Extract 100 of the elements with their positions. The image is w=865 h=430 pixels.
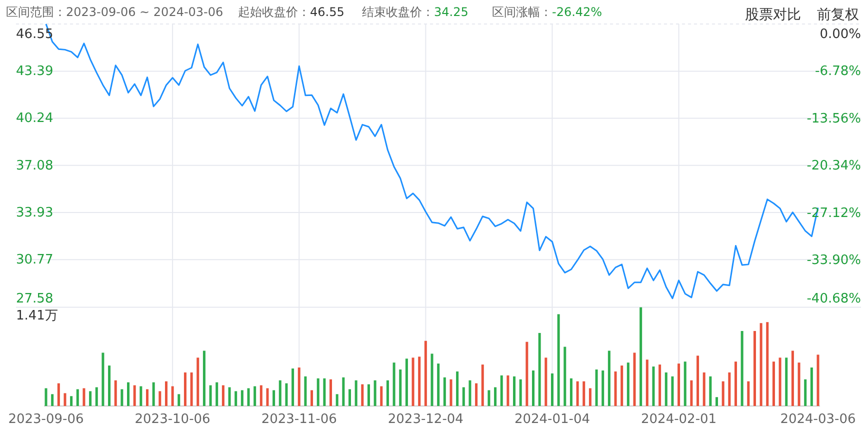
bar bbox=[481, 364, 484, 406]
bar bbox=[671, 376, 674, 406]
bar bbox=[810, 368, 813, 406]
bar bbox=[443, 377, 446, 406]
text: 起始收盘价：46.55 bbox=[238, 5, 344, 19]
bar bbox=[336, 394, 338, 406]
x-tick-label: 2023-09-06 bbox=[8, 412, 84, 427]
bar bbox=[702, 372, 706, 406]
text: 股票对比 bbox=[745, 7, 801, 23]
bar bbox=[367, 384, 370, 406]
bar bbox=[576, 381, 579, 406]
bar bbox=[557, 314, 560, 406]
bar bbox=[146, 389, 148, 406]
bar bbox=[450, 379, 452, 406]
bar bbox=[791, 350, 794, 406]
bar bbox=[664, 372, 668, 406]
bar bbox=[405, 358, 408, 406]
text: 结束收盘价：34.25 bbox=[362, 5, 468, 19]
bar bbox=[202, 350, 206, 406]
bar bbox=[108, 366, 111, 406]
bar bbox=[690, 380, 693, 406]
bar bbox=[102, 352, 104, 406]
bar bbox=[684, 362, 686, 406]
bar bbox=[804, 379, 807, 406]
bar bbox=[722, 381, 724, 406]
bar bbox=[342, 377, 345, 406]
bar bbox=[386, 380, 389, 406]
bar bbox=[310, 390, 314, 406]
bar bbox=[348, 389, 351, 406]
y-tick-label: 43.39 bbox=[16, 64, 54, 80]
bar bbox=[728, 372, 731, 406]
bar bbox=[608, 350, 610, 406]
bar bbox=[678, 364, 680, 406]
bar bbox=[798, 362, 800, 406]
bar bbox=[526, 342, 528, 406]
bar bbox=[178, 394, 180, 406]
bar bbox=[709, 376, 712, 406]
bar bbox=[51, 394, 54, 406]
bar bbox=[228, 387, 231, 406]
bar bbox=[602, 370, 604, 406]
bar bbox=[380, 386, 383, 406]
x-tick-label: 2024-01-04 bbox=[514, 412, 590, 427]
bar bbox=[272, 390, 276, 406]
bar bbox=[70, 396, 73, 406]
bar bbox=[747, 381, 750, 406]
bar bbox=[475, 383, 478, 406]
bar bbox=[734, 362, 737, 406]
y2-tick-label: -13.56% bbox=[806, 111, 861, 126]
y2-tick-label: -20.34% bbox=[806, 158, 861, 174]
bar bbox=[292, 368, 294, 406]
bar bbox=[316, 378, 320, 406]
bar bbox=[95, 387, 98, 406]
bar bbox=[254, 386, 256, 406]
bar bbox=[646, 360, 648, 406]
bar bbox=[64, 393, 66, 406]
bar bbox=[588, 388, 592, 406]
bar bbox=[550, 373, 554, 406]
bar bbox=[234, 391, 238, 406]
x-tick-label: 2023-11-06 bbox=[261, 412, 337, 427]
y2-tick-label: -33.90% bbox=[806, 253, 861, 268]
bar bbox=[171, 386, 174, 406]
bar bbox=[740, 330, 744, 406]
x-tick-label: 2023-12-04 bbox=[388, 412, 464, 427]
y-tick-label: 27.58 bbox=[16, 291, 54, 306]
bar bbox=[361, 384, 364, 406]
bar bbox=[658, 364, 662, 406]
bar bbox=[133, 385, 136, 406]
bar bbox=[456, 371, 459, 406]
bar bbox=[392, 362, 396, 406]
bar bbox=[240, 390, 244, 406]
bar bbox=[399, 369, 402, 406]
bar bbox=[190, 372, 193, 406]
bar bbox=[354, 380, 358, 406]
bar bbox=[412, 358, 414, 406]
y2-tick-label: 0.00% bbox=[820, 27, 861, 42]
bar bbox=[304, 376, 307, 406]
bar bbox=[494, 387, 497, 406]
bar bbox=[778, 358, 782, 406]
bar bbox=[760, 323, 762, 406]
bar bbox=[184, 372, 186, 406]
bar bbox=[785, 358, 788, 406]
bar bbox=[620, 366, 624, 406]
bar bbox=[222, 385, 224, 406]
bar bbox=[196, 358, 200, 406]
bar bbox=[424, 340, 427, 406]
x-tick-label: 2024-03-06 bbox=[780, 412, 856, 427]
y-tick-label: 40.24 bbox=[16, 111, 54, 126]
bar bbox=[640, 307, 642, 406]
bar bbox=[506, 375, 510, 406]
bar bbox=[44, 388, 48, 406]
bar bbox=[152, 382, 155, 406]
bar bbox=[626, 362, 630, 406]
bar bbox=[772, 362, 775, 406]
bar bbox=[462, 387, 465, 406]
bar bbox=[114, 380, 117, 406]
bar bbox=[564, 346, 566, 406]
bar bbox=[753, 330, 756, 406]
annotation: 1.41万 bbox=[16, 308, 58, 324]
bar bbox=[766, 322, 769, 406]
bar bbox=[430, 354, 434, 406]
